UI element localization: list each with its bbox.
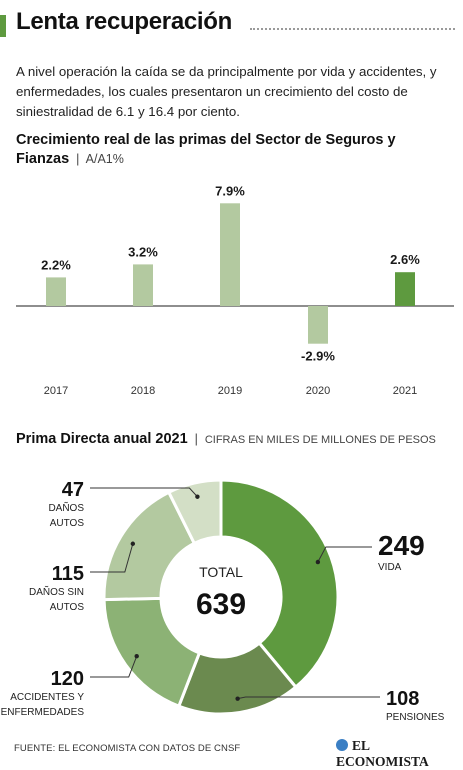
publisher-logo: EL ECONOMISTA bbox=[336, 738, 463, 770]
accent-bar bbox=[0, 15, 6, 37]
center-label: TOTAL bbox=[199, 564, 243, 580]
bar-2020 bbox=[308, 306, 328, 344]
bar-chart-title: Crecimiento real de las primas del Secto… bbox=[16, 131, 451, 169]
center-value: 639 bbox=[196, 588, 246, 621]
header-divider bbox=[250, 28, 455, 30]
donut-chart-subtitle: CIFRAS EN MILES DE MILLONES DE PESOS bbox=[204, 434, 436, 446]
value-label-danos-autos: 47 bbox=[62, 479, 84, 501]
slice-danos-autos bbox=[166, 478, 223, 546]
x-tick-label-2019: 2019 bbox=[218, 385, 242, 397]
bar-2018 bbox=[133, 264, 153, 306]
donut-chart-subtitle-sep: | bbox=[187, 432, 205, 446]
bar-2021 bbox=[395, 272, 415, 306]
leader-dot-danos-sin-autos bbox=[130, 541, 136, 546]
data-label-2018: 3.2% bbox=[128, 244, 158, 259]
category-label-accidentes-y-enfermedades: ACCIDENTES Y ENFERMEDADES bbox=[1, 692, 85, 718]
leader-dot-pensiones bbox=[235, 696, 240, 701]
intro-paragraph: A nivel operación la caída se da princip… bbox=[16, 64, 437, 119]
leader-line-pensiones bbox=[237, 696, 380, 700]
donut-chart-title: Prima Directa anual 2021 | CIFRAS EN MIL… bbox=[16, 430, 456, 450]
page-title: Lenta recuperación bbox=[16, 8, 233, 35]
x-tick-label-2017: 2017 bbox=[44, 385, 68, 397]
donut-chart-title-text: Prima Directa anual 2021 bbox=[16, 431, 188, 447]
bar-2017 bbox=[46, 277, 66, 306]
source-note: FUENTE: EL ECONOMISTA CON DATOS DE CNSF bbox=[14, 743, 241, 754]
leader-line-danos-autos bbox=[90, 487, 198, 498]
leader-line-danos-sin-autos bbox=[90, 543, 134, 573]
header: Lenta recuperación bbox=[0, 6, 463, 46]
value-label-accidentes-y-enfermedades: 120 bbox=[51, 668, 84, 690]
logo-text: EL ECONOMISTA bbox=[336, 738, 429, 769]
data-label-2021: 2.6% bbox=[390, 252, 420, 267]
bar-chart: 2.2% 2017 3.2% 2018 7.9% 2019 -2.9% 2020 2.6% 202… bbox=[16, 183, 454, 397]
value-label-pensiones: 108 bbox=[386, 688, 419, 710]
value-label-danos-sin-autos: 115 bbox=[52, 563, 84, 585]
leader-dot-danos-autos bbox=[195, 494, 200, 499]
value-label-vida: 249 bbox=[378, 530, 425, 561]
category-label-vida: VIDA bbox=[378, 562, 402, 573]
category-label-pensiones: PENSIONES bbox=[386, 712, 445, 723]
slice-vida bbox=[219, 478, 340, 690]
category-label-danos-autos: DAÑOS AUTOS bbox=[48, 501, 84, 529]
leader-line-accidentes-y-enfermedades bbox=[90, 656, 138, 678]
slice-accidentes-y-enfermedades bbox=[102, 596, 202, 709]
leader-dot-vida bbox=[315, 559, 321, 565]
leader-line-vida bbox=[317, 546, 372, 563]
logo-icon bbox=[336, 739, 348, 751]
data-label-2019: 7.9% bbox=[215, 183, 245, 198]
category-label-danos-sin-autos: DAÑOS SIN AUTOS bbox=[29, 585, 84, 613]
bar-chart-subtitle: A/A1% bbox=[85, 152, 124, 166]
leader-dot-accidentes-y-enfermedades bbox=[134, 653, 139, 659]
data-label-2020: -2.9% bbox=[301, 349, 335, 364]
x-tick-label-2020: 2020 bbox=[306, 385, 330, 397]
x-tick-label-2021: 2021 bbox=[393, 385, 417, 397]
bar-chart-subtitle-sep: | bbox=[69, 152, 86, 166]
x-tick-label-2018: 2018 bbox=[131, 385, 155, 397]
bar-2019 bbox=[220, 203, 240, 306]
data-label-2017: 2.2% bbox=[41, 257, 71, 272]
bar-chart-title-text: Crecimiento real de las primas del Secto… bbox=[16, 132, 396, 167]
